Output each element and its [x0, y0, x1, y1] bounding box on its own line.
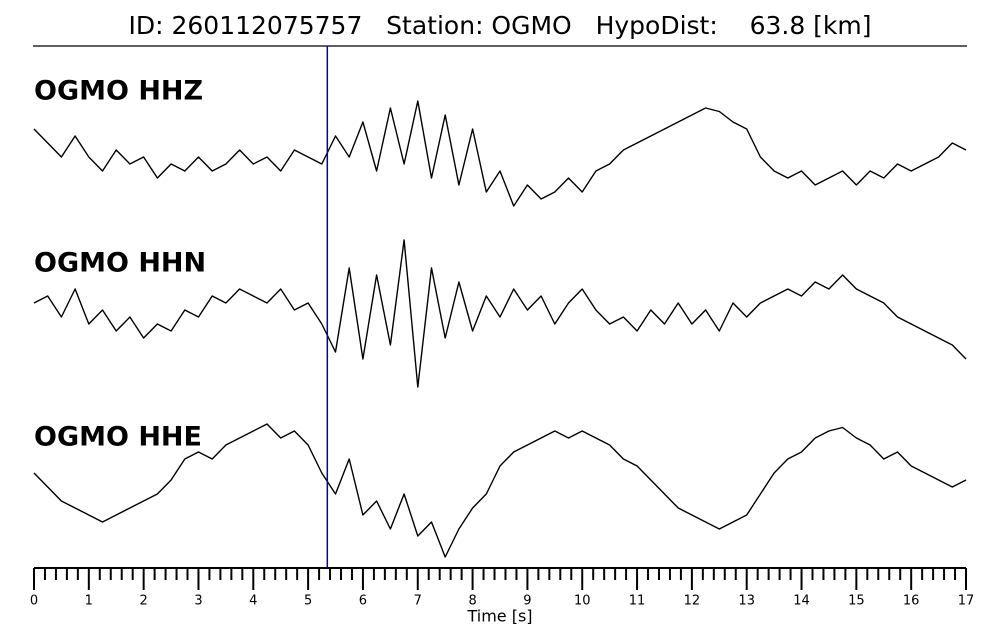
x-tick-label: 15 [848, 594, 865, 609]
x-tick-label: 17 [958, 594, 975, 609]
x-tick-label: 9 [523, 594, 531, 609]
x-tick-label: 3 [194, 594, 202, 609]
x-tick-label: 10 [574, 594, 591, 609]
trace [33, 239, 967, 388]
x-tick-label: 7 [414, 594, 422, 609]
x-tick-label: 0 [30, 594, 38, 609]
x-tick-label: 11 [629, 594, 646, 609]
x-tick-label: 6 [359, 594, 367, 609]
chart-title: ID: 260112075757 Station: OGMO HypoDist:… [128, 11, 871, 40]
x-tick-label: 12 [684, 594, 701, 609]
x-tick-label: 4 [249, 594, 257, 609]
x-tick-label: 5 [304, 594, 312, 609]
x-axis-label: Time [s] [466, 607, 532, 626]
trace-label: OGMO HHN [34, 248, 206, 279]
x-tick-label: 1 [85, 594, 93, 609]
x-tick-label: 8 [468, 594, 476, 609]
trace [33, 100, 967, 207]
trace [33, 423, 967, 558]
trace-label: OGMO HHZ [34, 76, 203, 107]
x-tick-label: 16 [903, 594, 920, 609]
trace-label: OGMO HHE [34, 422, 202, 453]
x-tick-label: 14 [793, 594, 810, 609]
x-tick-label: 2 [140, 594, 148, 609]
x-tick-label: 13 [738, 594, 755, 609]
